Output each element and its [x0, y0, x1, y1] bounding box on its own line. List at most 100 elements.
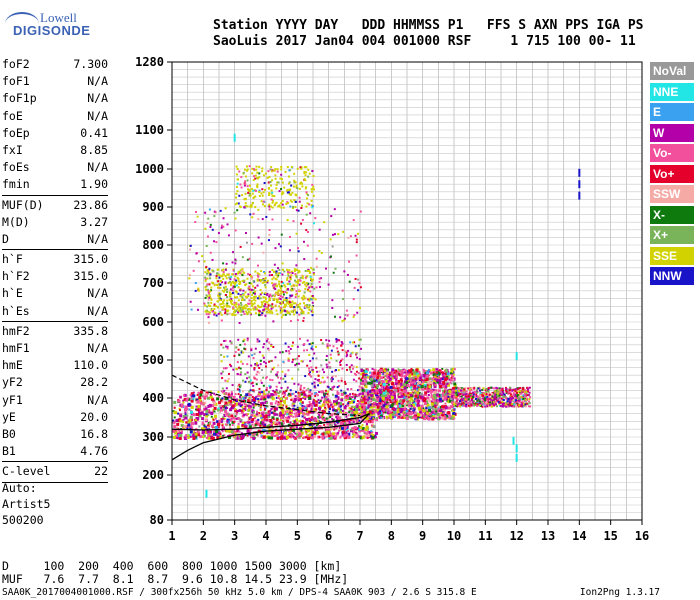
echo-point — [259, 391, 262, 394]
echo-point — [281, 409, 285, 413]
echo-point — [302, 302, 305, 305]
echo-point — [370, 421, 373, 424]
echo-point — [487, 401, 490, 404]
echo-point — [427, 412, 430, 415]
echo-point — [354, 345, 357, 348]
echo-point — [501, 400, 504, 403]
echo-point — [212, 421, 216, 425]
echo-point — [305, 213, 308, 216]
echo-point — [408, 373, 412, 377]
echo-point — [262, 415, 266, 419]
echo-point — [361, 426, 365, 430]
param-row: foEp 0.41 — [2, 125, 108, 142]
echo-point — [346, 353, 349, 356]
echo-point — [315, 400, 318, 403]
echo-point — [228, 435, 232, 439]
echo-point — [258, 367, 261, 370]
echo-point — [222, 217, 225, 220]
echo-point — [204, 418, 208, 422]
echo-point — [397, 406, 400, 409]
echo-point — [244, 284, 247, 287]
echo-point — [408, 416, 411, 419]
echo-point — [370, 430, 373, 433]
echo-point — [272, 410, 275, 413]
echo-point — [270, 393, 274, 397]
echo-point — [228, 395, 231, 398]
echo-point — [246, 392, 250, 396]
echo-point — [386, 401, 389, 404]
echo-point — [394, 391, 397, 394]
echo-point — [375, 410, 379, 414]
echo-point — [316, 431, 320, 435]
echo-point — [398, 394, 401, 397]
echo-point — [343, 317, 346, 320]
echo-point — [351, 430, 355, 434]
echo-point — [253, 399, 256, 402]
echo-point — [346, 396, 350, 400]
echo-point — [447, 411, 451, 415]
echo-point — [403, 375, 406, 378]
echo-point — [331, 403, 334, 406]
echo-point — [305, 412, 308, 415]
echo-point — [336, 402, 339, 405]
echo-point — [209, 394, 212, 397]
echo-point — [277, 272, 280, 275]
echo-point — [328, 436, 331, 439]
echo-point — [331, 386, 334, 389]
echo-point — [292, 435, 295, 438]
echo-point — [249, 389, 252, 392]
param-separator — [2, 461, 108, 463]
echo-point — [247, 308, 250, 311]
echo-point — [194, 281, 197, 284]
echo-point — [274, 402, 277, 405]
echo-point — [317, 374, 320, 377]
echo-point — [382, 417, 385, 420]
echo-point — [410, 372, 414, 376]
echo-point — [314, 217, 317, 220]
echo-point — [234, 351, 237, 354]
echo-point — [448, 414, 451, 417]
echo-point — [412, 403, 416, 407]
echo-point — [385, 374, 389, 378]
echo-point — [399, 410, 403, 414]
echo-point — [277, 267, 280, 270]
echo-point — [394, 369, 398, 373]
echo-point — [279, 402, 282, 405]
echo-point — [405, 395, 408, 398]
echo-point — [281, 273, 284, 276]
echo-point — [269, 425, 272, 428]
echo-point — [476, 402, 479, 405]
echo-point — [447, 395, 450, 398]
echo-point — [311, 348, 314, 351]
echo-point — [256, 264, 259, 267]
echo-point — [252, 298, 255, 301]
echo-point — [375, 386, 378, 389]
echo-point — [277, 401, 280, 404]
echo-point — [416, 396, 419, 399]
echo-point — [432, 409, 435, 412]
auto-program: Artist5 — [2, 497, 51, 511]
echo-point — [376, 392, 379, 395]
echo-point — [249, 407, 252, 410]
echo-point — [288, 271, 291, 274]
echo-point — [276, 434, 279, 437]
echo-point — [311, 268, 314, 271]
echo-point — [261, 281, 264, 284]
echo-point — [243, 305, 246, 308]
echo-point — [352, 406, 355, 409]
echo-point — [417, 385, 420, 388]
echo-point — [206, 235, 209, 238]
echo-point — [343, 391, 347, 395]
echo-point — [227, 403, 230, 406]
echo-point — [212, 399, 216, 403]
echo-point — [309, 420, 312, 423]
echo-point — [334, 435, 338, 439]
echo-point — [321, 415, 324, 418]
echo-point — [349, 341, 352, 344]
echo-point — [430, 389, 434, 393]
echo-point — [344, 383, 347, 386]
echo-point — [335, 359, 338, 362]
echo-point — [242, 351, 245, 354]
echo-point — [325, 339, 328, 342]
echo-point — [224, 423, 227, 426]
